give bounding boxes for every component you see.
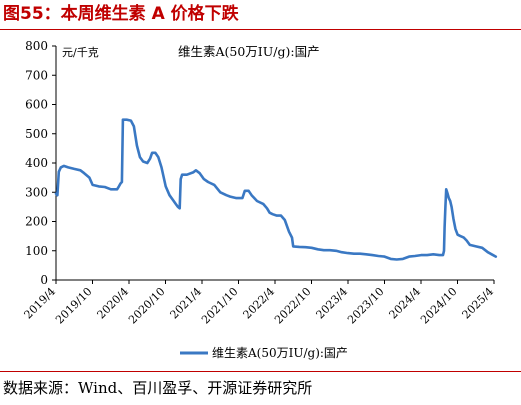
y-axis-ticks: 0 100 200 300 400 500 600 700 800	[25, 39, 56, 287]
legend-label: 维生素A(50万IU/g):国产	[212, 346, 348, 360]
y-tick-label: 500	[25, 127, 48, 141]
x-tick-label: 2023/10	[345, 285, 387, 327]
x-tick-label: 2022/10	[272, 285, 314, 327]
x-tick-label: 2025/4	[460, 285, 497, 322]
x-tick-label: 2023/4	[314, 285, 351, 322]
y-tick-label: 700	[25, 68, 48, 82]
series-line	[54, 118, 498, 261]
y-tick-label: 300	[25, 185, 48, 199]
y-tick-label: 100	[25, 244, 48, 258]
y-tick-label: 800	[25, 39, 48, 53]
x-tick-label: 2020/4	[95, 285, 132, 322]
x-tick-label: 2024/4	[387, 285, 424, 322]
series-inline-label: 维生素A(50万IU/g):国产	[178, 44, 320, 59]
x-tick-label: 2021/4	[168, 285, 205, 322]
title-rule	[0, 29, 521, 30]
footer-rule	[0, 371, 521, 372]
figure-title: 图55：本周维生素 A 价格下跌	[3, 4, 239, 24]
series-lines	[54, 118, 498, 261]
chart-legend: 维生素A(50万IU/g):国产	[180, 346, 348, 360]
x-tick-label: 2022/4	[241, 285, 278, 322]
y-tick-label: 0	[40, 273, 48, 287]
x-tick-label: 2019/4	[22, 285, 59, 322]
y-tick-label: 400	[25, 156, 48, 170]
y-tick-label: 600	[25, 98, 48, 112]
y-axis-unit-label: 元/千克	[62, 46, 99, 59]
x-tick-label: 2024/10	[418, 285, 460, 327]
x-tick-label: 2021/10	[199, 285, 241, 327]
data-source-note: 数据来源：Wind、百川盈孚、开源证券研究所	[3, 379, 313, 397]
x-tick-label: 2019/10	[53, 285, 95, 327]
y-tick-label: 200	[25, 215, 48, 229]
x-tick-label: 2020/10	[126, 285, 168, 327]
